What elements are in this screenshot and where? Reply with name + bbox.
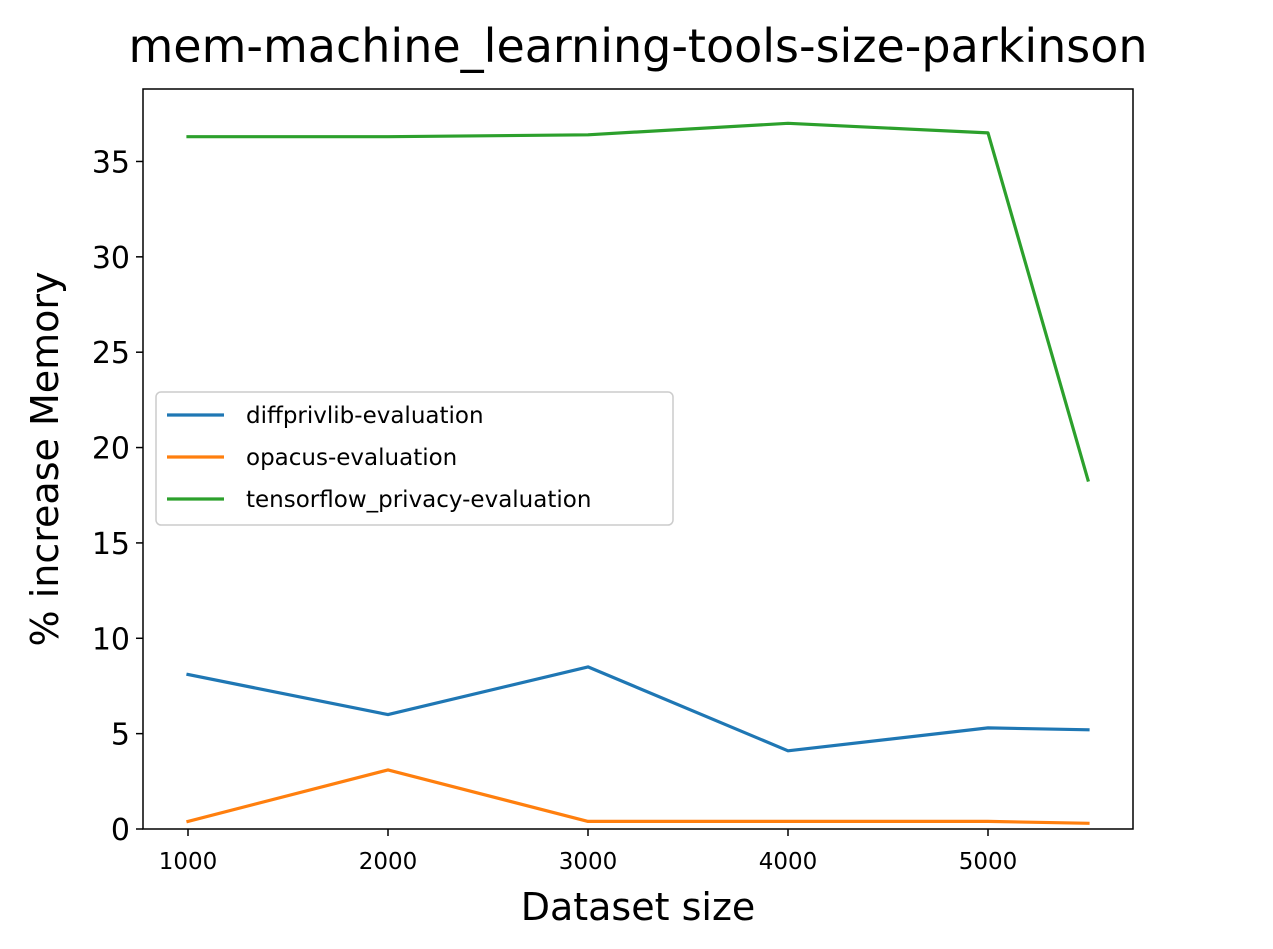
- legend-box: [155, 391, 674, 526]
- x-tick-label: 3000: [559, 849, 618, 875]
- y-tick-label: 30: [92, 241, 130, 276]
- y-tick-label: 5: [111, 718, 130, 753]
- x-tick-label: 4000: [759, 849, 818, 875]
- legend-label-1: diffprivlib-evaluation: [246, 403, 484, 429]
- y-tick-label: 35: [92, 145, 130, 180]
- x-tick-label: 1000: [159, 849, 218, 875]
- plot-frame: [142, 88, 1134, 830]
- series-layer: [186, 121, 1090, 825]
- y-axis-label: % increase Memory: [23, 272, 67, 647]
- y-axis: 0 5 10 15 20 25 30 35: [92, 145, 143, 848]
- series-line-3: [186, 121, 1090, 482]
- chart-title: mem-machine_learning-tools-size-parkinso…: [128, 19, 1147, 73]
- y-tick-label: 25: [92, 336, 130, 371]
- series-line-2: [186, 768, 1090, 825]
- y-tick-label: 10: [92, 622, 130, 657]
- legend-label-3: tensorflow_privacy-evaluation: [246, 487, 591, 513]
- y-tick-label: 0: [111, 813, 130, 848]
- series-line-1: [186, 665, 1090, 753]
- y-tick-label: 15: [92, 527, 130, 562]
- x-tick-label: 2000: [359, 849, 418, 875]
- x-tick-label: 5000: [959, 849, 1018, 875]
- y-tick-label: 20: [92, 432, 130, 467]
- x-axis-label: Dataset size: [521, 885, 756, 929]
- x-axis: 1000 2000 3000 4000 5000: [159, 829, 1018, 875]
- legend-label-2: opacus-evaluation: [246, 445, 457, 471]
- legend: diffprivlib-evaluation opacus-evaluation t…: [155, 391, 674, 526]
